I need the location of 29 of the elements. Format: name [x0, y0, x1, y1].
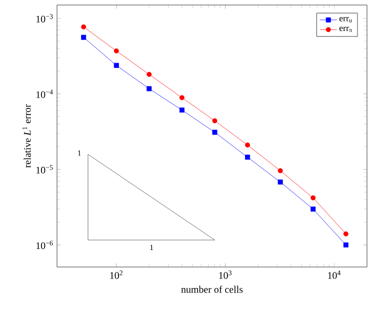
point: [278, 168, 283, 174]
y-tick-label: 10$^{−6}$: [36, 240, 53, 250]
legend-label: err$_{u}$: [339, 17, 352, 22]
point: [245, 142, 250, 148]
point: [114, 48, 119, 54]
x-tick-label: 10$^{3}$: [219, 270, 232, 279]
y-tick-label: 10$^{−4}$: [36, 90, 53, 98]
x-tick-label: 10$^{2}$: [110, 270, 122, 279]
point: [212, 118, 218, 124]
point: [146, 86, 152, 92]
x-axis-title: number of cells: [181, 286, 243, 293]
point: [245, 154, 250, 160]
y-tick-label: 10$^{−5}$: [36, 165, 53, 174]
point: [343, 231, 348, 236]
x-tick-label: 10$^{4}$: [328, 270, 341, 279]
point: [114, 62, 119, 68]
point: [179, 95, 184, 100]
point: [343, 242, 348, 248]
point: [179, 108, 184, 113]
point: [146, 72, 152, 77]
point: [278, 180, 283, 185]
point: [81, 34, 86, 40]
point: [81, 24, 86, 30]
point: [212, 130, 218, 135]
point: [310, 206, 316, 212]
point: [310, 195, 316, 200]
y-axis-title: relative L$^{1}$ error: [22, 104, 31, 168]
y-tick-label: 10$^{−3}$: [36, 14, 53, 22]
legend-label: err$_{π}$: [339, 26, 352, 32]
